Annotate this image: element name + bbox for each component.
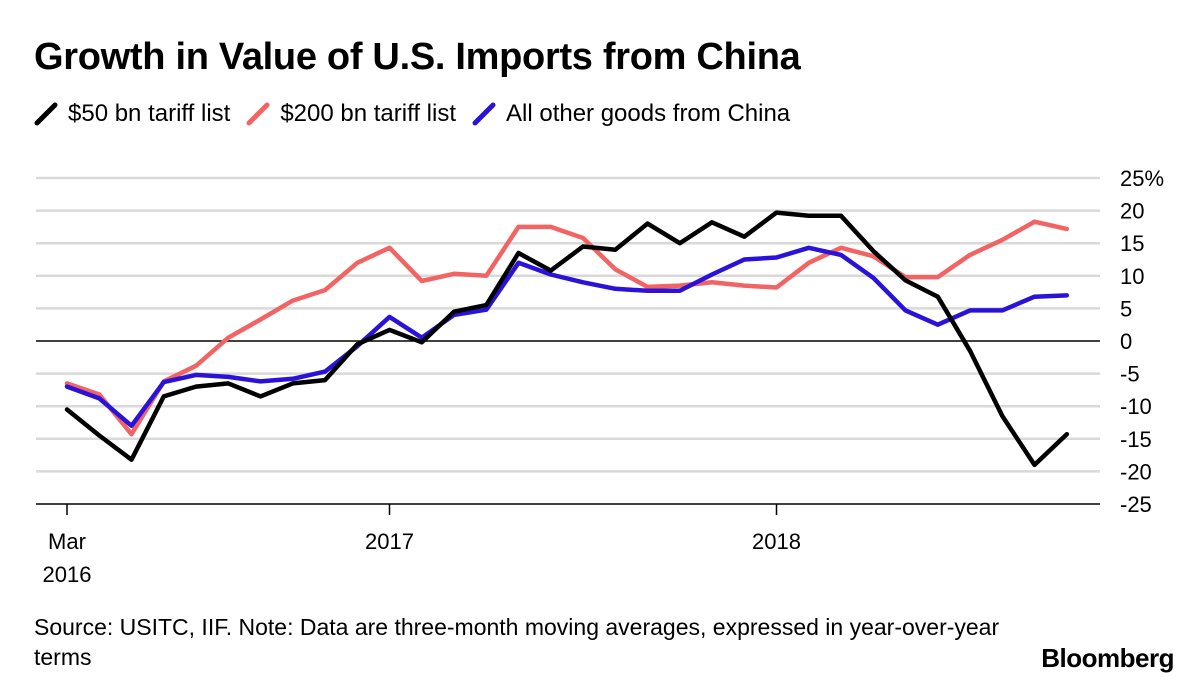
y-tick-label: -20 [1120,459,1152,484]
legend-swatch-50bn [34,102,58,126]
y-tick-label: -5 [1120,362,1140,387]
y-tick-label: 20 [1120,199,1144,224]
y-tick-label: 10 [1120,264,1144,289]
chart-title: Growth in Value of U.S. Imports from Chi… [34,36,801,78]
series-200bn-line [64,219,1070,437]
legend: $50 bn tariff list $200 bn tariff list A… [34,100,806,128]
legend-label-200bn: $200 bn tariff list [280,100,456,127]
legend-label-50bn: $50 bn tariff list [68,100,231,127]
legend-swatch-other [472,102,496,126]
source-note: Source: USITC, IIF. Note: Data are three… [34,614,1000,670]
y-tick-label: -25 [1120,492,1152,517]
legend-item-50bn: $50 bn tariff list [34,100,230,128]
y-tick-label: -15 [1120,427,1152,452]
x-tick-label: 2017 [365,529,414,554]
legend-label-other: All other goods from China [506,100,791,127]
legend-item-other: All other goods from China [472,100,790,128]
series-50bn-line [64,210,1070,468]
legend-item-200bn: $200 bn tariff list [246,100,456,128]
y-tick-label: 0 [1120,329,1132,354]
bloomberg-logo: Bloomberg [1041,643,1174,673]
y-tick-label: 15 [1120,231,1144,256]
x-tick-label: Mar [48,529,86,554]
legend-swatch-200bn [246,102,270,126]
y-tick-label: -10 [1120,394,1152,419]
x-tick-label: 2018 [752,529,801,554]
x-tick-label-year: 2016 [43,562,92,587]
y-tick-label: 5 [1120,296,1132,321]
y-tick-label: 25% [1120,166,1164,191]
series-other-line [64,245,1070,429]
